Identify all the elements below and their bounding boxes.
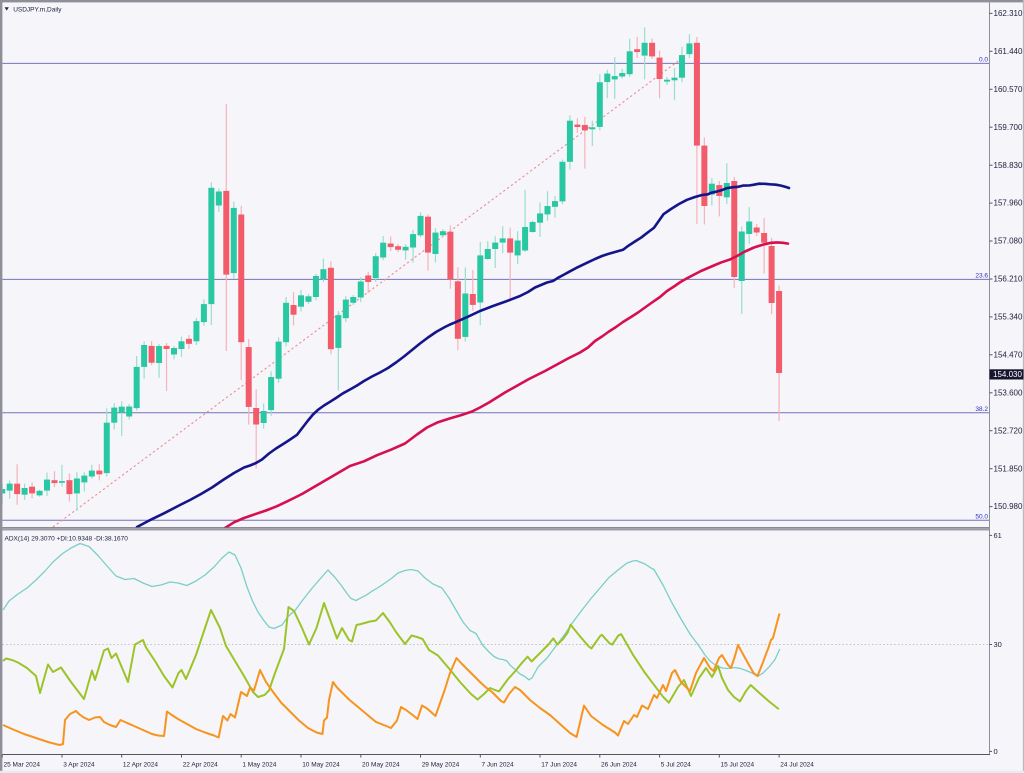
svg-text:10 May 2024: 10 May 2024 (302, 762, 340, 769)
svg-text:20 May 2024: 20 May 2024 (362, 762, 400, 769)
svg-text:7 Jun 2024: 7 Jun 2024 (482, 762, 515, 769)
svg-text:12 Apr 2024: 12 Apr 2024 (123, 762, 158, 769)
svg-text:155.340: 155.340 (994, 313, 1023, 322)
svg-text:0.0: 0.0 (979, 57, 988, 64)
svg-text:159.700: 159.700 (994, 123, 1023, 132)
svg-text:158.830: 158.830 (994, 161, 1023, 170)
svg-text:29 May 2024: 29 May 2024 (422, 762, 460, 769)
svg-text:5 Jul 2024: 5 Jul 2024 (661, 762, 691, 769)
svg-text:26 Jun 2024: 26 Jun 2024 (601, 762, 637, 769)
svg-text:3 Apr 2024: 3 Apr 2024 (63, 762, 95, 769)
svg-text:157.080: 157.080 (994, 237, 1023, 246)
svg-text:153.600: 153.600 (994, 388, 1023, 397)
svg-text:17 Jun 2024: 17 Jun 2024 (541, 762, 577, 769)
svg-text:23.6: 23.6 (975, 273, 988, 280)
svg-text:157.960: 157.960 (994, 199, 1023, 208)
svg-text:24 Jul 2024: 24 Jul 2024 (780, 762, 814, 769)
svg-text:154.470: 154.470 (994, 350, 1023, 359)
svg-text:ADX(14) 29.3070 +DI:10.9348 -D: ADX(14) 29.3070 +DI:10.9348 -DI:38.1670 (5, 536, 129, 543)
svg-text:25 Mar 2024: 25 Mar 2024 (4, 762, 41, 769)
svg-text:162.310: 162.310 (994, 9, 1023, 18)
svg-text:1 May 2024: 1 May 2024 (242, 762, 276, 769)
svg-text:151.850: 151.850 (994, 464, 1023, 473)
svg-text:USDJPY.m,Daily: USDJPY.m,Daily (13, 7, 62, 14)
svg-text:30: 30 (994, 640, 1002, 649)
svg-text:154.030: 154.030 (993, 370, 1022, 379)
svg-text:156.210: 156.210 (994, 275, 1023, 284)
svg-text:61: 61 (994, 531, 1002, 540)
svg-text:22 Apr 2024: 22 Apr 2024 (183, 762, 218, 769)
svg-text:160.570: 160.570 (994, 85, 1023, 94)
svg-text:150.980: 150.980 (994, 502, 1023, 511)
svg-text:0: 0 (994, 747, 998, 756)
svg-text:152.720: 152.720 (994, 426, 1023, 435)
svg-text:50.0: 50.0 (975, 514, 988, 521)
svg-text:15 Jul 2024: 15 Jul 2024 (721, 762, 755, 769)
svg-text:38.2: 38.2 (975, 406, 988, 413)
svg-text:161.440: 161.440 (994, 47, 1023, 56)
